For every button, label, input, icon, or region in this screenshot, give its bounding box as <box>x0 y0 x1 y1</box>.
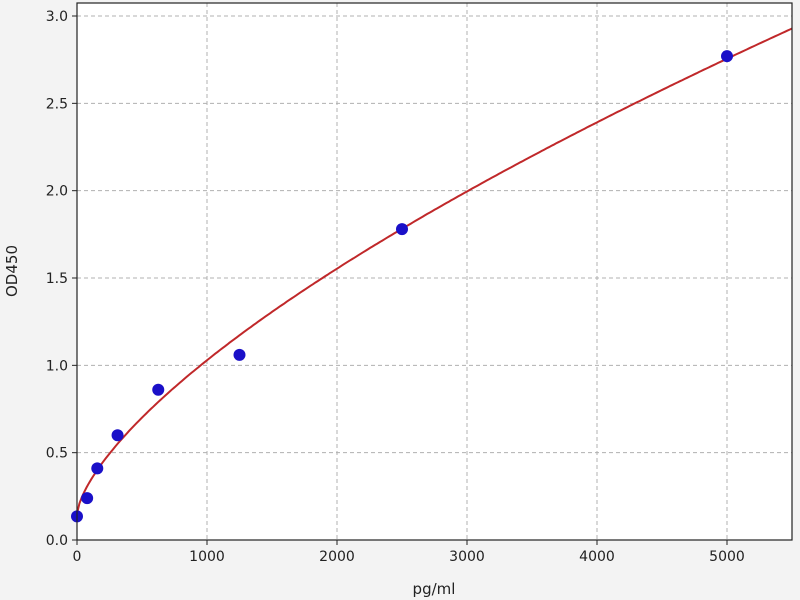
y-tick-label: 0.5 <box>46 446 68 462</box>
grid <box>77 3 792 540</box>
data-point <box>233 348 246 361</box>
data-point <box>81 492 94 505</box>
plot-area <box>77 3 792 540</box>
x-tick-label: 1000 <box>189 549 225 565</box>
data-point <box>396 223 408 236</box>
x-tick-label: 2000 <box>319 549 355 565</box>
data-point <box>152 383 165 396</box>
x-tick-label: 3000 <box>449 549 485 565</box>
y-tick-label: 1.5 <box>46 271 68 287</box>
y-tick-label: 3.0 <box>46 9 68 25</box>
y-axis: 0.0 0.5 1.0 1.5 2.0 2.5 3.0 <box>46 9 77 549</box>
fit-curve-group <box>76 27 793 515</box>
x-tick-label: 0 <box>73 549 82 565</box>
y-tick-label: 1.0 <box>46 358 68 374</box>
plot-frame <box>76 2 793 541</box>
x-tick-label: 4000 <box>579 549 615 565</box>
data-point <box>91 462 104 475</box>
x-tick-label: 5000 <box>709 549 745 565</box>
data-point <box>111 429 124 442</box>
fit-curve <box>76 27 793 515</box>
y-tick-label: 2.5 <box>46 96 68 112</box>
x-axis: 0 1000 2000 3000 4000 5000 <box>73 540 745 565</box>
data-points <box>71 50 733 523</box>
x-axis-label: pg/ml <box>413 580 456 598</box>
y-tick-label: 0.0 <box>46 533 68 549</box>
y-tick-label: 2.0 <box>46 184 68 200</box>
y-axis-label: OD450 <box>3 245 21 297</box>
data-point <box>721 50 733 63</box>
